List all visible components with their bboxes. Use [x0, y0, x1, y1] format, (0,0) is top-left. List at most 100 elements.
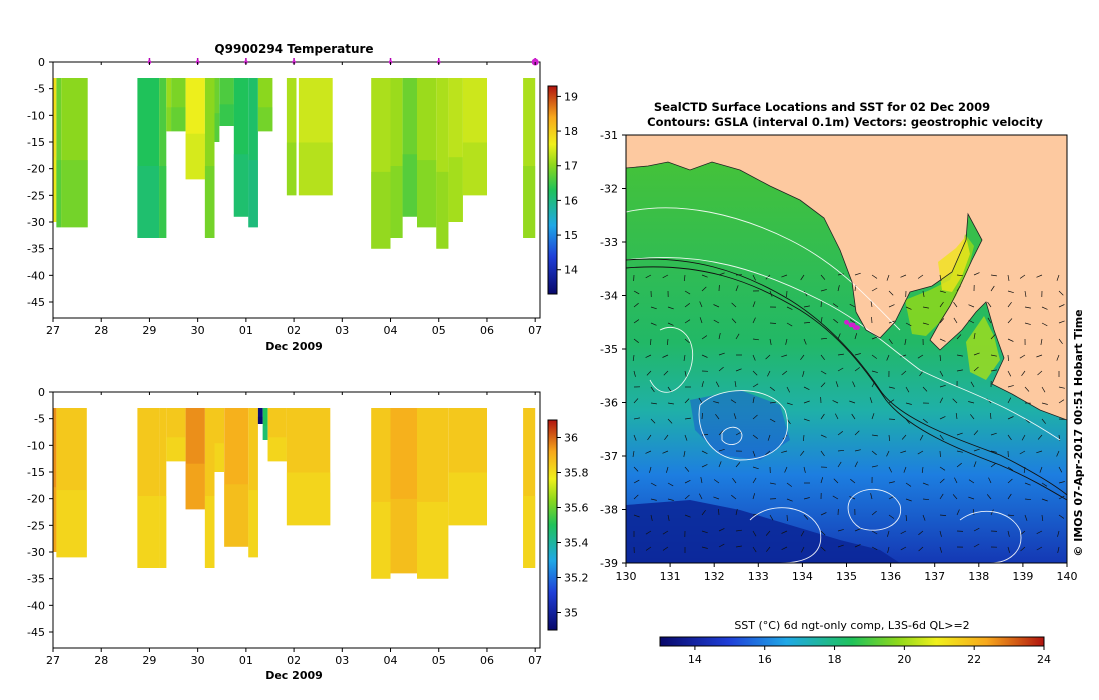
- velocity-vector: [851, 413, 856, 420]
- velocity-vector: [1041, 482, 1048, 487]
- velocity-vector: [922, 322, 929, 325]
- profile-cell-lower: [214, 443, 225, 472]
- velocity-vector: [820, 354, 825, 361]
- velocity-vector: [973, 272, 980, 276]
- velocity-vector: [803, 466, 806, 473]
- velocity-vector: [849, 303, 856, 308]
- velocity-vector: [649, 466, 652, 473]
- velocity-vector: [820, 382, 826, 388]
- velocity-vector: [684, 466, 690, 472]
- x-tick-label: 27: [46, 324, 60, 337]
- velocity-vector: [956, 334, 962, 340]
- y-tick-label: -40: [27, 599, 45, 612]
- x-tick-label: 02: [287, 324, 301, 337]
- map-y-tick-label: -36: [600, 397, 618, 410]
- velocity-vector: [919, 370, 924, 377]
- y-tick-label: -5: [34, 83, 45, 96]
- velocity-vector: [684, 479, 691, 484]
- y-tick-label: -35: [27, 243, 45, 256]
- velocity-vector: [718, 333, 721, 340]
- velocity-vector: [1041, 498, 1048, 502]
- velocity-vector: [800, 530, 805, 537]
- velocity-vector: [632, 450, 635, 457]
- velocity-vector: [718, 543, 725, 548]
- temperature-title: Q9900294 Temperature: [214, 42, 373, 56]
- map-y-tick-label: -31: [600, 129, 618, 142]
- profile-cell-lower: [257, 107, 273, 132]
- velocity-vector: [684, 303, 691, 308]
- profile-cell-lower: [262, 425, 268, 440]
- velocity-vector: [633, 290, 640, 295]
- velocity-vector: [918, 546, 924, 552]
- velocity-vector: [647, 434, 652, 441]
- velocity-vector: [956, 509, 960, 516]
- velocity-vector: [1007, 530, 1010, 537]
- map-y-tick-label: -38: [600, 504, 618, 517]
- velocity-vector: [919, 434, 924, 441]
- velocity-vector: [633, 338, 639, 343]
- x-tick-label: 07: [528, 654, 542, 667]
- colorbar-tick-label: 14: [564, 264, 578, 277]
- velocity-vector: [735, 333, 740, 340]
- velocity-vector: [752, 530, 757, 537]
- velocity-vector: [837, 529, 844, 532]
- velocity-vector: [854, 430, 860, 436]
- velocity-vector: [752, 493, 756, 500]
- velocity-vector: [968, 304, 975, 308]
- contour-3: [698, 390, 788, 461]
- x-tick-label: 02: [287, 654, 301, 667]
- velocity-vector: [803, 400, 810, 404]
- isobath-1: [626, 258, 1067, 496]
- velocity-vector: [633, 398, 639, 404]
- velocity-vector: [713, 401, 720, 404]
- velocity-vector: [990, 463, 996, 468]
- velocity-vector: [752, 338, 759, 341]
- velocity-vector: [968, 479, 975, 484]
- velocity-vector: [735, 431, 742, 436]
- map-colorbar-tick-label: 14: [688, 653, 702, 666]
- map-y-tick-label: -37: [600, 450, 618, 463]
- velocity-vector: [953, 317, 958, 324]
- temperature-panel: Q9900294 Temperature 0 -5 -10 -15 -20 -25 -30 -…: [27, 42, 578, 353]
- velocity-vector: [990, 334, 996, 340]
- velocity-vector: [1040, 338, 1043, 345]
- velocity-vector: [662, 354, 669, 358]
- velocity-vector: [888, 514, 895, 519]
- velocity-vector: [633, 479, 640, 484]
- velocity-vector: [803, 386, 810, 391]
- velocity-vector: [1024, 306, 1031, 309]
- velocity-vector: [784, 466, 788, 473]
- velocity-vector: [922, 514, 926, 521]
- profile-cell-lower: [286, 472, 331, 526]
- velocity-vector: [1019, 274, 1026, 279]
- velocity-vector: [803, 497, 810, 500]
- velocity-vector: [972, 509, 975, 516]
- velocity-vector: [871, 546, 878, 551]
- velocity-vector: [667, 386, 672, 393]
- velocity-vector: [802, 434, 805, 442]
- velocity-vector: [701, 286, 707, 292]
- velocity-vector: [752, 414, 758, 420]
- contour-8: [649, 326, 694, 393]
- velocity-vector: [633, 514, 640, 518]
- velocity-vector: [1024, 322, 1031, 325]
- profile-cell-lower: [402, 154, 418, 217]
- velocity-vector: [871, 287, 878, 292]
- map-colorbar-label: SST (°C) 6d ngt-only comp, L3S-6d QL>=2: [734, 619, 969, 632]
- velocity-vector: [803, 514, 809, 520]
- profile-cell-lower: [204, 166, 215, 238]
- x-tick-label: 28: [94, 324, 108, 337]
- velocity-vector: [956, 354, 963, 357]
- velocity-vector: [820, 274, 826, 280]
- colorbar-tick-label: 35.6: [564, 502, 589, 515]
- velocity-vector: [820, 289, 827, 292]
- x-tick-label: 29: [142, 654, 156, 667]
- map-area: [626, 135, 1067, 563]
- profile-cell: [166, 78, 172, 132]
- velocity-vector: [633, 370, 636, 377]
- velocity-vector: [837, 461, 842, 468]
- velocity-vector: [1007, 466, 1014, 471]
- velocity-vector: [1021, 370, 1026, 377]
- velocity-vector: [939, 450, 941, 458]
- temperature-y-axis: 0 -5 -10 -15 -20 -25 -30 -35 -40 -45: [27, 56, 53, 309]
